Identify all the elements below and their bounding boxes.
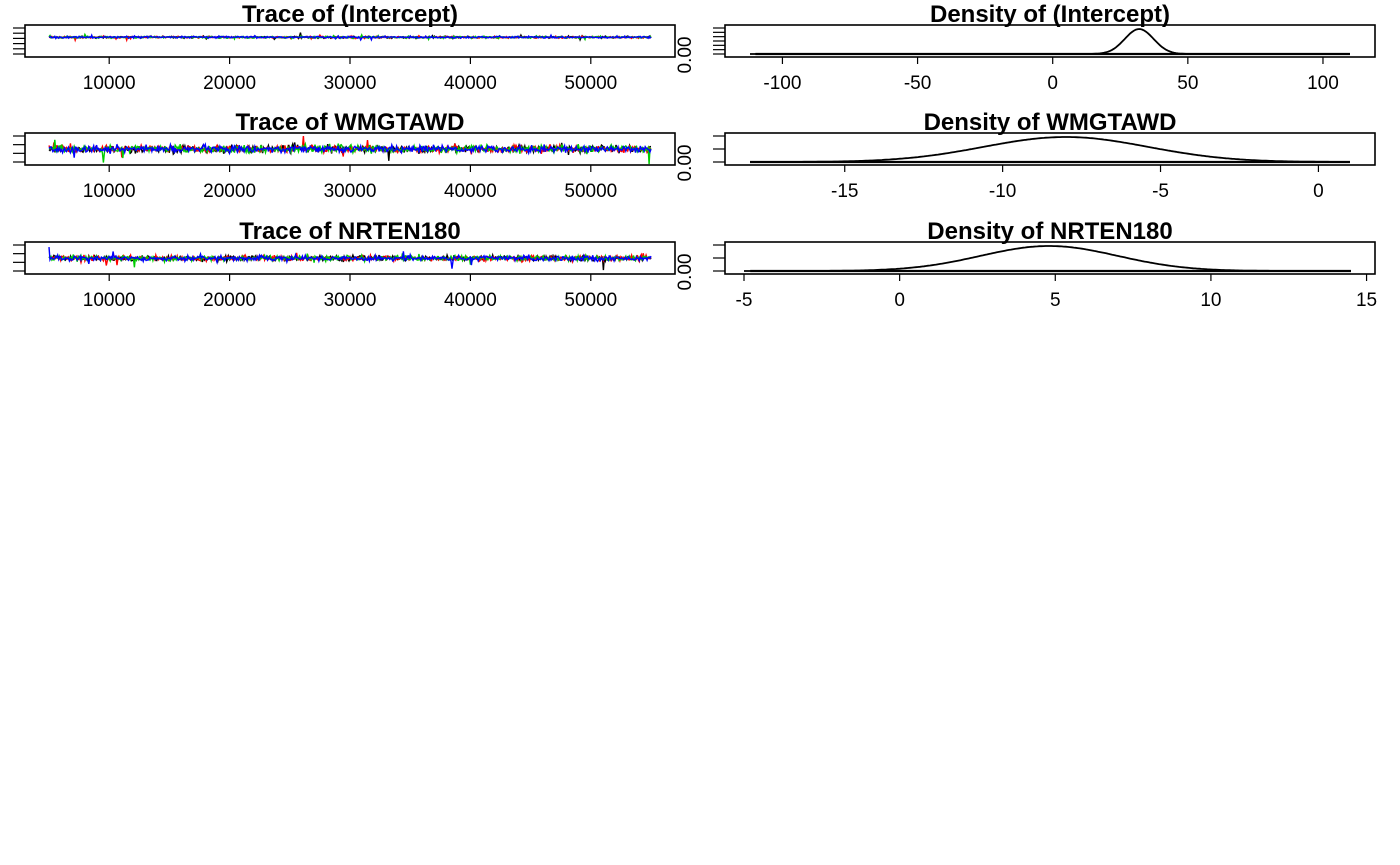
x-tick-label: 50000 <box>564 181 617 202</box>
x-tick-label: 50 <box>1177 73 1198 94</box>
plot-frame <box>24 24 676 58</box>
x-tick-label: 5 <box>1050 290 1061 311</box>
panel-title: Density of (Intercept) <box>930 1 1170 28</box>
x-tick-label: 30000 <box>324 290 377 311</box>
density-curve <box>750 136 1350 163</box>
plot-frame <box>724 24 1376 58</box>
trace-chain-3 <box>48 139 652 165</box>
x-tick-label: -100 <box>763 73 801 94</box>
density-curve <box>750 28 1350 55</box>
x-tick-label: 20000 <box>203 181 256 202</box>
y-tick-label: 0.00 <box>675 145 696 182</box>
plot-region <box>48 135 652 165</box>
x-tick-label: 15 <box>1356 290 1377 311</box>
x-tick-label: -50 <box>904 73 931 94</box>
panel-2: Density of (Intercept) -100 -50 0 50 100 0.00 <box>675 1 1376 94</box>
x-tick-label: 0 <box>1047 73 1058 94</box>
x-tick-label: 20000 <box>203 73 256 94</box>
x-tick-label: 10000 <box>83 73 136 94</box>
plot-region <box>48 247 652 271</box>
x-tick-label: -15 <box>831 181 858 202</box>
x-tick-label: 0 <box>1313 181 1324 202</box>
x-tick-label: 50000 <box>564 290 617 311</box>
panel-5: Trace of NRTEN180 10000 20000 30000 40000 500… <box>13 218 676 311</box>
panel-6: Density of NRTEN180 -5 0 5 10 15 0.00 <box>675 218 1377 311</box>
x-tick-label: 30000 <box>324 73 377 94</box>
x-tick-label: 40000 <box>444 73 497 94</box>
plot-region <box>750 136 1350 164</box>
panel-title: Trace of NRTEN180 <box>239 218 460 245</box>
x-tick-label: 50000 <box>564 73 617 94</box>
x-tick-label: 0 <box>894 290 905 311</box>
x-tick-label: 40000 <box>444 181 497 202</box>
panel-title: Trace of WMGTAWD <box>236 109 465 136</box>
x-tick-label: -10 <box>989 181 1016 202</box>
panel-title: Density of WMGTAWD <box>924 109 1177 136</box>
plot-region <box>48 32 652 43</box>
x-tick-label: 10 <box>1200 290 1221 311</box>
plot-region <box>750 28 1350 56</box>
panel-1: Trace of (Intercept) 10000 20000 30000 40000… <box>13 1 676 94</box>
trace-chain-4 <box>48 141 652 158</box>
x-tick-label: 10000 <box>83 181 136 202</box>
plot-region <box>744 245 1351 273</box>
y-tick-label: 0.00 <box>675 254 696 291</box>
x-tick-label: 20000 <box>203 290 256 311</box>
panel-title: Density of NRTEN180 <box>927 218 1172 245</box>
x-tick-label: -5 <box>736 290 753 311</box>
panel-title: Trace of (Intercept) <box>242 1 458 28</box>
x-tick-label: 30000 <box>324 181 377 202</box>
panel-4: Density of WMGTAWD -15 -10 -5 0 0.00 <box>675 109 1376 202</box>
density-curve <box>744 245 1351 272</box>
x-tick-label: 40000 <box>444 290 497 311</box>
y-tick-label: 0.00 <box>675 37 696 74</box>
trace-chain-4 <box>48 247 652 269</box>
panel-3: Trace of WMGTAWD 10000 20000 30000 40000 5000… <box>13 109 676 202</box>
x-tick-label: -5 <box>1152 181 1169 202</box>
trace-chain-4 <box>48 33 652 42</box>
x-tick-label: 100 <box>1307 73 1339 94</box>
x-tick-label: 10000 <box>83 290 136 311</box>
